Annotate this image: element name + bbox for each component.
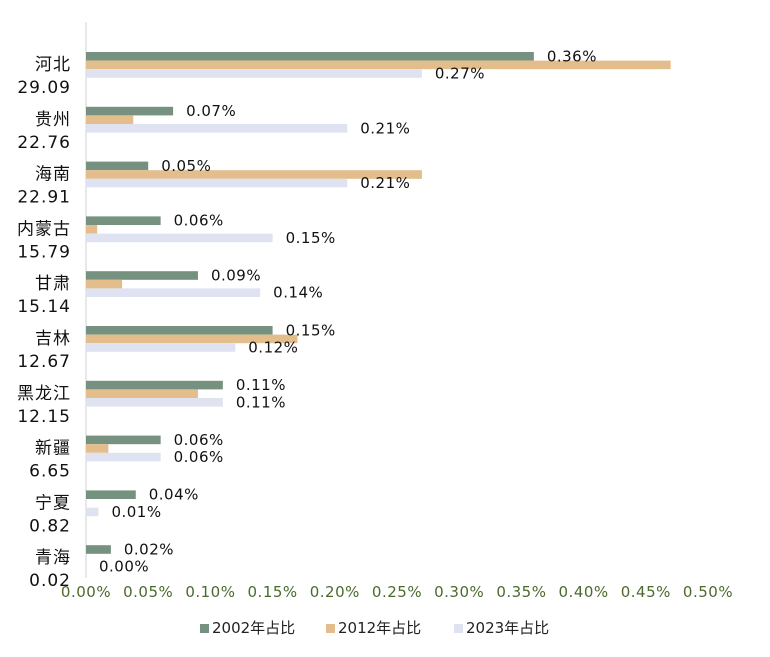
category-value-label: 0.02	[29, 571, 71, 591]
data-label: 0.05%	[161, 157, 211, 175]
bar	[86, 60, 671, 70]
bar	[86, 444, 109, 453]
bar	[86, 334, 298, 344]
bars	[86, 52, 671, 554]
category-value-label: 29.09	[17, 78, 71, 98]
x-tick-label: 0.15%	[248, 583, 298, 601]
category-label: 甘肃	[35, 274, 71, 294]
x-tick-label: 0.50%	[683, 583, 733, 601]
legend: 2002年占比 2012年占比 2023年占比	[200, 619, 549, 637]
bar	[86, 225, 98, 234]
category-label: 吉林	[35, 329, 71, 349]
data-label: 0.06%	[174, 431, 224, 449]
x-tick-label: 0.00%	[61, 583, 111, 601]
category-label: 黑龙江	[17, 384, 71, 404]
data-label: 0.12%	[248, 339, 298, 357]
data-label: 0.00%	[99, 558, 149, 576]
category-value-label: 12.67	[17, 352, 71, 372]
bar	[86, 271, 198, 280]
x-axis-tick-labels: 0.00% 0.05% 0.10% 0.15% 0.20% 0.25% 0.30% 0.35%…	[61, 583, 733, 601]
data-label: 0.11%	[236, 376, 286, 394]
data-label: 0.21%	[360, 174, 410, 192]
bar	[86, 106, 174, 116]
category-value-label: 0.82	[29, 516, 71, 536]
category-value-label: 12.15	[17, 407, 71, 427]
x-tick-label: 0.05%	[123, 583, 173, 601]
x-tick-label: 0.45%	[621, 583, 671, 601]
bar	[86, 507, 99, 517]
category-value-label: 15.14	[17, 297, 71, 317]
bar	[86, 452, 161, 462]
category-value-label: 6.65	[29, 462, 71, 482]
bar	[86, 115, 134, 124]
x-tick-label: 0.10%	[185, 583, 235, 601]
bar	[86, 216, 161, 225]
category-label: 内蒙古	[17, 219, 71, 239]
x-tick-label: 0.20%	[310, 583, 360, 601]
data-label: 0.15%	[286, 229, 336, 247]
data-label: 0.11%	[236, 393, 286, 411]
category-label: 宁夏	[35, 493, 71, 513]
data-label: 0.06%	[174, 448, 224, 466]
category-label: 青海	[35, 548, 71, 568]
bar	[86, 545, 111, 554]
bar	[86, 161, 149, 171]
category-value-label: 22.91	[17, 188, 71, 208]
bar	[86, 170, 422, 179]
bar	[86, 490, 136, 499]
legend-swatch	[326, 624, 335, 633]
category-label: 河北	[35, 55, 71, 75]
bar	[86, 398, 223, 407]
data-label: 0.36%	[547, 47, 597, 65]
bar	[86, 52, 534, 61]
bar	[86, 326, 273, 335]
data-label: 0.04%	[149, 486, 199, 504]
legend-label: 2023年占比	[466, 619, 549, 637]
category-label: 贵州	[35, 110, 71, 130]
data-label: 0.21%	[360, 119, 410, 137]
bar	[86, 435, 161, 445]
x-tick-label: 0.40%	[559, 583, 609, 601]
data-label: 0.27%	[435, 65, 485, 83]
bar	[86, 69, 422, 78]
bar	[86, 178, 348, 188]
data-labels: 0.36% 0.27% 0.07% 0.21% 0.05% 0.21% 0.06% 0.15%…	[99, 47, 597, 576]
category-label: 海南	[35, 165, 71, 185]
legend-swatch	[200, 624, 209, 633]
bar	[86, 380, 223, 390]
x-tick-label: 0.35%	[496, 583, 546, 601]
legend-swatch	[454, 624, 463, 633]
legend-label: 2012年占比	[338, 619, 421, 637]
bar	[86, 124, 348, 133]
data-label: 0.02%	[124, 541, 174, 559]
x-tick-label: 0.30%	[434, 583, 484, 601]
data-label: 0.07%	[186, 102, 236, 120]
category-label: 新疆	[35, 439, 71, 459]
bar	[86, 389, 198, 398]
x-tick-label: 0.25%	[372, 583, 422, 601]
bar	[86, 288, 261, 297]
category-value-label: 22.76	[17, 133, 71, 153]
category-labels: 河北 29.09 贵州 22.76 海南 22.91 内蒙古 15.79 甘肃 15.14 吉林 12…	[17, 55, 71, 591]
data-label: 0.01%	[111, 503, 161, 521]
data-label: 0.06%	[174, 212, 224, 230]
bar	[86, 343, 236, 352]
legend-label: 2002年占比	[212, 619, 295, 637]
data-label: 0.09%	[211, 267, 261, 285]
bar	[86, 233, 273, 243]
data-label: 0.14%	[273, 284, 323, 302]
category-value-label: 15.79	[17, 242, 71, 262]
bar	[86, 279, 123, 289]
data-label: 0.15%	[286, 321, 336, 339]
